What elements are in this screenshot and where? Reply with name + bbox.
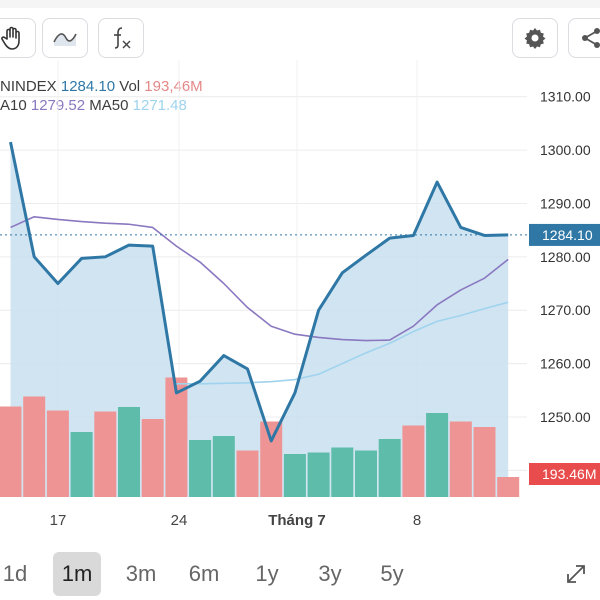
x-tick-label: Tháng 7 — [268, 512, 326, 529]
share-icon — [582, 28, 600, 48]
line-style-icon — [53, 33, 77, 46]
indicators-button[interactable] — [98, 18, 144, 58]
fullscreen-button[interactable] — [562, 560, 590, 588]
period-3m[interactable]: 3m — [125, 561, 157, 586]
last-volume-badge — [529, 463, 600, 485]
volume-bar — [118, 407, 140, 497]
ma10-label: A10 — [0, 97, 27, 114]
vol-value: 193,46M — [144, 78, 203, 95]
pan-tool-button[interactable] — [0, 18, 36, 58]
period-selector: 1d 1m 3m 6m 1y 3y 5y — [0, 552, 600, 598]
ma50-line — [176, 301, 509, 385]
top-divider — [0, 0, 600, 8]
volume-bar — [141, 419, 164, 497]
period-3y[interactable]: 3y — [318, 561, 342, 586]
y-tick-label: 1270.00 — [540, 302, 591, 318]
last-volume-label: 193.46M — [542, 466, 596, 482]
volume-bar — [212, 436, 235, 497]
x-tick-label: 8 — [413, 512, 421, 529]
volume-bar — [236, 450, 259, 497]
index-value: 1284.10 — [60, 78, 116, 95]
expand-icon — [567, 565, 585, 583]
price-line — [9, 141, 509, 443]
y-tick-label: 1290.00 — [540, 195, 591, 211]
volume-bar — [23, 396, 46, 497]
volume-bar — [0, 406, 22, 497]
ma50-label: MA50 — [89, 97, 129, 114]
volume-bar — [331, 447, 354, 497]
y-tick-label: 1300.00 — [540, 142, 591, 158]
period-1m[interactable]: 1m — [53, 552, 101, 596]
volume-bar — [165, 377, 188, 497]
volume-bar — [402, 425, 425, 497]
y-tick-label: 1280.00 — [540, 249, 591, 265]
last-price-label: 1284.10 — [542, 227, 593, 243]
volume-bar — [46, 410, 69, 497]
indicator-fx-icon — [114, 27, 131, 49]
volume-bar — [449, 421, 472, 497]
volume-bar — [307, 452, 330, 497]
price-chart[interactable]: 1310.00 1300.00 1290.00 1280.00 1270.00 1260.… — [0, 0, 600, 545]
volume-bar — [473, 427, 496, 497]
y-tick-label: 1310.00 — [540, 89, 591, 105]
settings-button[interactable] — [512, 18, 558, 58]
ma10-line — [10, 215, 509, 342]
hand-pan-icon — [1, 26, 20, 50]
period-5y[interactable]: 5y — [380, 561, 404, 586]
volume-bar — [497, 477, 520, 497]
share-button[interactable] — [568, 18, 600, 58]
volume-bar — [283, 454, 306, 497]
gear-icon — [524, 28, 546, 49]
legend-price-row: NINDEX 1284.10 Vol 193,46M — [0, 78, 203, 95]
volume-bar — [70, 432, 93, 497]
volume-bar — [426, 413, 449, 497]
index-label: NINDEX — [0, 78, 57, 95]
volume-bar — [94, 411, 117, 497]
volume-bar — [378, 439, 401, 497]
ma50-value: 1271.48 — [132, 97, 187, 114]
volume-bar — [189, 440, 212, 497]
line-style-button[interactable] — [42, 18, 88, 58]
last-price-badge — [529, 223, 600, 246]
volume-bar — [260, 421, 283, 497]
x-tick-label: 17 — [50, 512, 67, 529]
period-6m[interactable]: 6m — [188, 561, 220, 586]
vol-label: Vol — [119, 78, 141, 95]
period-1y[interactable]: 1y — [255, 561, 279, 586]
period-1d[interactable]: 1d — [2, 561, 28, 586]
y-tick-label: 1260.00 — [540, 356, 591, 372]
x-tick-label: 24 — [171, 512, 188, 529]
y-tick-label: 1250.00 — [540, 409, 591, 425]
volume-bar — [355, 450, 377, 497]
